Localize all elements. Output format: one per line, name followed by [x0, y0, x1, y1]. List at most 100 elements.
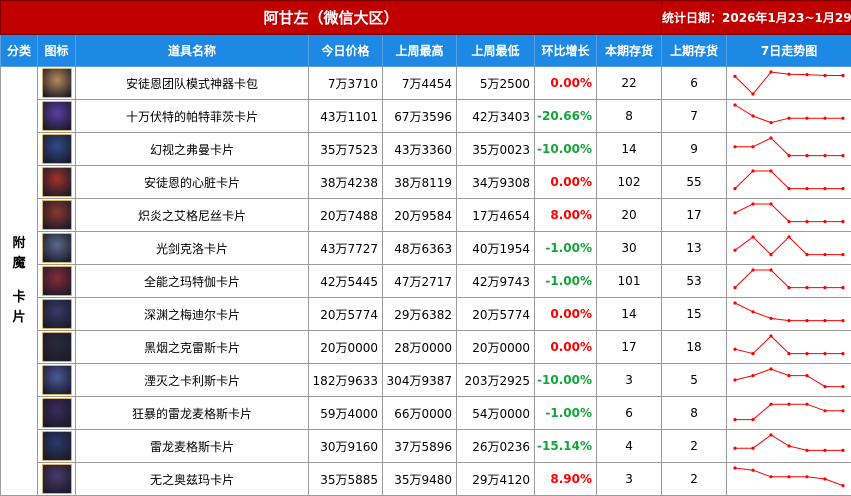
trend-line: [734, 269, 844, 289]
icon-cell: [37, 165, 76, 199]
date-range: 统计日期：2026年1月23~1月29日: [661, 0, 851, 35]
trend-point: [751, 114, 755, 118]
trend-line: [735, 434, 844, 451]
trend-cell: [726, 462, 851, 496]
trend-sparkline: [733, 103, 845, 125]
last-week-high: 20万9584: [382, 198, 457, 232]
trend-sparkline: [733, 402, 845, 422]
card-portrait-icon: [41, 332, 72, 362]
card-portrait-icon: [41, 398, 72, 428]
trend-cell: [726, 330, 851, 364]
today-price: 59万4000: [308, 396, 383, 430]
trend-sparkline: [733, 367, 845, 389]
trend-point: [787, 475, 791, 479]
trend-point: [787, 402, 791, 406]
trend-point: [805, 475, 809, 479]
table-row: 幻视之弗曼卡片 35万7523 43万3360 35万0023 -10.00% 14 9: [1, 132, 851, 166]
trend-point: [769, 475, 773, 479]
trend-point: [733, 187, 737, 191]
trend-point: [769, 253, 773, 257]
trend-line: [734, 368, 844, 388]
current-stock: 4: [595, 429, 663, 463]
trend-point: [823, 73, 827, 78]
today-price: 42万5445: [308, 264, 383, 298]
current-stock: 14: [595, 132, 663, 166]
item-name: 无之奥兹玛卡片: [75, 462, 309, 496]
today-price: 43万7727: [308, 231, 383, 265]
trend-point: [841, 154, 845, 158]
trend-point: [733, 446, 737, 450]
trend-point: [733, 74, 737, 78]
trend-sparkline: [733, 268, 845, 290]
trend-point: [805, 116, 809, 120]
trend-point: [823, 385, 827, 389]
item-name: 安徒恩团队模式神器卡包: [75, 66, 309, 100]
trend-point: [841, 220, 845, 224]
trend-point: [823, 187, 827, 191]
last-week-high: 67万3596: [382, 99, 457, 133]
last-stock: 17: [661, 198, 728, 232]
current-stock: 3: [595, 462, 663, 496]
trend-point: [841, 73, 845, 78]
current-stock: 20: [595, 198, 663, 232]
trend-line: [734, 302, 844, 322]
table-row: 湮灭之卡利斯卡片 182万9633 304万9387 203万2925 -10.00% 3…: [1, 363, 851, 397]
trend-line: [735, 137, 844, 157]
trend-point: [751, 202, 755, 206]
trend-point: [787, 374, 791, 378]
trend-cell: [726, 396, 851, 430]
last-week-high: 28万0000: [382, 330, 457, 364]
current-stock: 102: [595, 165, 663, 199]
last-stock: 5: [661, 363, 728, 397]
item-name: 雷龙麦格斯卡片: [75, 429, 309, 463]
trend-point: [841, 286, 845, 290]
trend-point: [751, 268, 755, 272]
last-week-high: 7万4454: [382, 66, 457, 100]
table-row: 黑烟之克雷斯卡片 20万0000 28万0000 20万0000 0.00% 17 18: [1, 330, 851, 364]
today-price: 20万5774: [308, 297, 383, 331]
title-row: 阿甘左（微信大区） 统计日期：2026年1月23~1月29日: [0, 0, 851, 35]
trend-point: [805, 448, 809, 452]
header-trend: 7日走势图: [726, 34, 851, 67]
today-price: 20万0000: [308, 330, 383, 364]
trend-point: [787, 444, 791, 448]
last-week-low: 17万4654: [456, 198, 535, 232]
trend-point: [733, 211, 737, 215]
last-stock: 6: [661, 66, 728, 100]
trend-point: [733, 103, 737, 107]
trend-point: [733, 248, 737, 252]
icon-cell: [37, 99, 76, 133]
trend-point: [787, 286, 791, 290]
trend-point: [751, 418, 755, 422]
trend-point: [823, 154, 827, 158]
trend-point: [841, 253, 845, 257]
trend-line: [734, 236, 844, 256]
trend-point: [787, 352, 791, 356]
trend-line: [734, 104, 844, 124]
card-portrait-icon: [41, 365, 72, 395]
card-portrait-icon: [41, 233, 72, 263]
card-portrait-icon: [41, 200, 72, 230]
card-portrait-icon: [41, 101, 72, 131]
last-week-high: 35万9480: [382, 462, 457, 496]
header-last-stock: 上期存货: [661, 34, 728, 67]
current-stock: 22: [595, 66, 663, 100]
today-price: 35万7523: [308, 132, 383, 166]
trend-point: [823, 352, 827, 356]
change-percent: -1.00%: [534, 264, 597, 298]
last-stock: 55: [661, 165, 728, 199]
trend-point: [769, 136, 773, 140]
trend-point: [841, 385, 845, 389]
trend-cell: [726, 264, 851, 298]
trend-point: [751, 374, 755, 378]
trend-point: [769, 316, 773, 320]
last-stock: 7: [661, 99, 728, 133]
table-row: 炽炎之艾格尼丝卡片 20万7488 20万9584 17万4654 8.00% 20 17: [1, 198, 851, 232]
last-week-high: 38万8119: [382, 165, 457, 199]
trend-point: [823, 220, 827, 224]
trend-point: [841, 484, 845, 488]
last-stock: 8: [661, 396, 728, 430]
icon-cell: [37, 396, 76, 430]
card-portrait-icon: [41, 167, 72, 197]
trend-point: [805, 154, 809, 158]
